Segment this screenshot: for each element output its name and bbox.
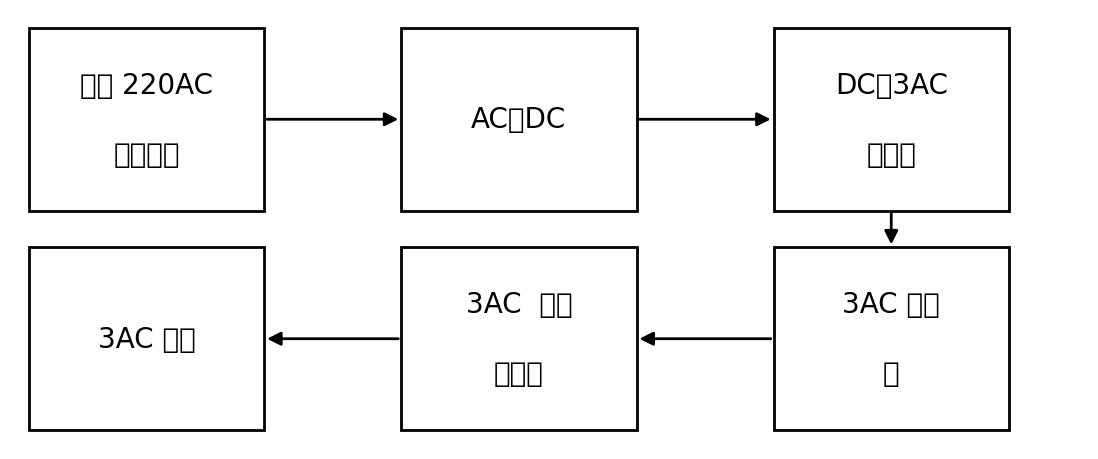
Bar (401, 248, 637, 430)
Text: DC－3AC: DC－3AC (834, 72, 948, 100)
Text: 电源输入: 电源输入 (113, 140, 180, 168)
Text: 单相 220AC: 单相 220AC (80, 72, 213, 100)
Text: 器: 器 (883, 359, 899, 387)
Bar (773, 248, 1009, 430)
Text: AC－DC: AC－DC (471, 106, 567, 134)
Text: 3AC 输出: 3AC 输出 (98, 325, 195, 353)
Bar (29, 29, 265, 211)
Text: 3AC  无源: 3AC 无源 (466, 291, 572, 319)
Text: 滤波器: 滤波器 (494, 359, 544, 387)
Text: 逆变器: 逆变器 (866, 140, 916, 168)
Bar (29, 248, 265, 430)
Text: 3AC 变压: 3AC 变压 (842, 291, 940, 319)
Bar (773, 29, 1009, 211)
Bar (401, 29, 637, 211)
